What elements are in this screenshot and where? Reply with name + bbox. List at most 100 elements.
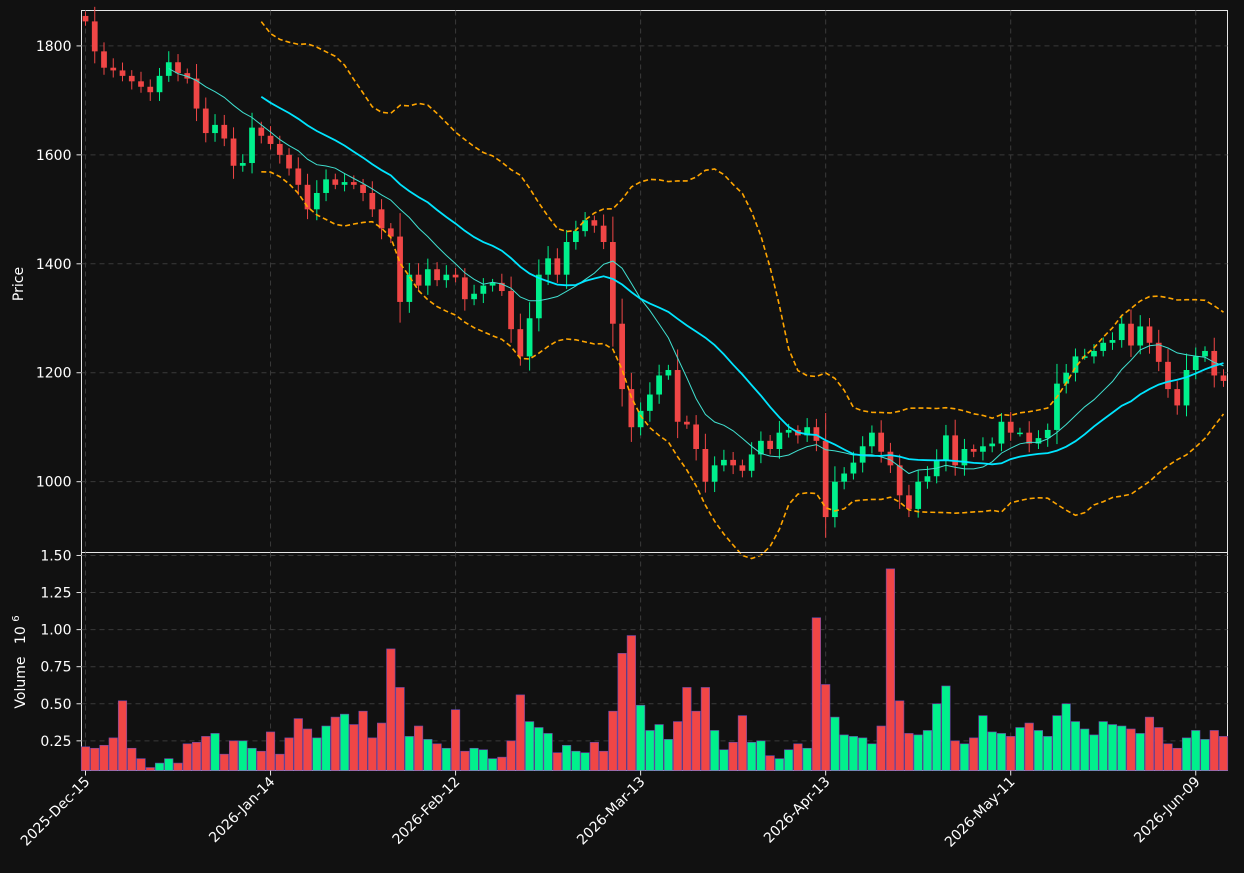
candle-body bbox=[193, 78, 200, 109]
candle-body bbox=[998, 421, 1005, 444]
volume-bar bbox=[987, 731, 997, 771]
volume-bar bbox=[1024, 722, 1034, 771]
volume-bar bbox=[1154, 727, 1164, 771]
volume-bar bbox=[700, 687, 710, 771]
candle-body bbox=[767, 440, 774, 450]
volume-bar bbox=[136, 758, 146, 771]
volume-bar bbox=[488, 758, 498, 771]
volume-bar bbox=[247, 747, 257, 771]
volume-axis-label: Volume bbox=[13, 657, 29, 709]
candle-body bbox=[970, 449, 977, 452]
candle-body bbox=[1128, 323, 1134, 346]
price-y-tick-label: 1800 bbox=[36, 39, 72, 55]
volume-bar bbox=[367, 737, 377, 771]
volume-bar bbox=[747, 742, 757, 771]
candle-body bbox=[1118, 323, 1125, 341]
candle-body bbox=[878, 432, 885, 452]
volume-bar bbox=[1172, 747, 1182, 771]
volume-bars bbox=[80, 568, 1229, 771]
candle-body bbox=[230, 138, 237, 166]
volume-bar bbox=[154, 762, 165, 771]
candle-body bbox=[674, 370, 681, 422]
volume-bar bbox=[654, 724, 664, 771]
volume-bar bbox=[302, 728, 313, 771]
volume-bar bbox=[1191, 730, 1201, 771]
candle-body bbox=[850, 462, 857, 474]
candle-body bbox=[647, 394, 653, 411]
price-y-tick-label: 1600 bbox=[36, 148, 72, 164]
candle-body bbox=[387, 228, 394, 237]
candle-body bbox=[1155, 342, 1162, 362]
lower-band-line bbox=[261, 171, 1225, 560]
volume-bar bbox=[80, 746, 91, 771]
volume-bar bbox=[1098, 721, 1108, 771]
volume-bar bbox=[793, 743, 803, 771]
candle-body bbox=[915, 481, 922, 509]
volume-y-tick-label: 1.50 bbox=[40, 548, 71, 564]
candle-body bbox=[258, 127, 265, 136]
candle-body bbox=[378, 209, 385, 229]
volume-bar bbox=[377, 722, 387, 771]
volume-panel: 0.25 0.50 0.75 1.00 1.25 1.50 Volume 10 6 bbox=[11, 548, 1229, 771]
volume-bar bbox=[497, 756, 507, 771]
candle-body bbox=[906, 495, 912, 509]
candle-body bbox=[924, 476, 931, 482]
volume-bar bbox=[867, 743, 877, 771]
candle-body bbox=[517, 329, 524, 357]
candle-body bbox=[813, 427, 820, 441]
candle-body bbox=[350, 182, 357, 185]
volume-bar bbox=[164, 758, 174, 771]
volume-bar bbox=[293, 718, 303, 771]
candle-body bbox=[591, 220, 598, 226]
candle-body bbox=[239, 163, 246, 166]
candle-body bbox=[332, 179, 339, 185]
volume-bar bbox=[1209, 730, 1219, 771]
volume-bar bbox=[1218, 736, 1229, 771]
upper-band-line bbox=[260, 21, 1224, 420]
candle-body bbox=[869, 432, 875, 447]
volume-bar bbox=[599, 750, 609, 771]
volume-bar bbox=[256, 750, 266, 771]
candle-body bbox=[665, 370, 672, 376]
volume-bar bbox=[922, 730, 932, 771]
volume-bar bbox=[117, 700, 128, 771]
volume-bar bbox=[451, 709, 461, 771]
candle-body bbox=[1100, 342, 1107, 351]
candle-body bbox=[369, 192, 376, 210]
candle-body bbox=[471, 293, 477, 300]
volume-y-tick-label: 1.00 bbox=[40, 623, 71, 639]
volume-bar bbox=[173, 762, 183, 771]
volume-bar bbox=[349, 724, 359, 771]
volume-bar bbox=[876, 725, 886, 771]
candle-body bbox=[563, 242, 570, 275]
candle-body bbox=[535, 274, 542, 319]
volume-bar bbox=[895, 700, 905, 771]
candle-body bbox=[887, 451, 894, 466]
candle-body bbox=[175, 62, 181, 74]
candle-body bbox=[91, 21, 98, 52]
candle-body bbox=[896, 465, 903, 496]
volume-bar bbox=[284, 737, 294, 771]
volume-bar bbox=[201, 736, 211, 771]
candle-body bbox=[452, 274, 459, 278]
candle-body bbox=[101, 51, 107, 68]
candle-body bbox=[554, 258, 561, 275]
volume-y-tick-label: 1.25 bbox=[40, 586, 71, 602]
volume-bar bbox=[673, 721, 683, 771]
candle-body bbox=[221, 124, 228, 139]
volume-bar bbox=[626, 635, 636, 771]
volume-bar bbox=[1089, 734, 1099, 771]
candlesticks bbox=[82, 6, 1227, 538]
volume-axis-exponent-power: 6 bbox=[11, 615, 22, 621]
volume-bar bbox=[682, 687, 692, 771]
candle-body bbox=[82, 15, 89, 22]
candle-body bbox=[1017, 432, 1023, 435]
volume-bar bbox=[636, 704, 646, 771]
candle-body bbox=[582, 220, 588, 232]
candle-body bbox=[656, 375, 662, 395]
candle-body bbox=[1192, 356, 1199, 371]
volume-bar bbox=[617, 653, 627, 771]
candle-body bbox=[619, 323, 625, 390]
volume-bar bbox=[1015, 727, 1025, 771]
